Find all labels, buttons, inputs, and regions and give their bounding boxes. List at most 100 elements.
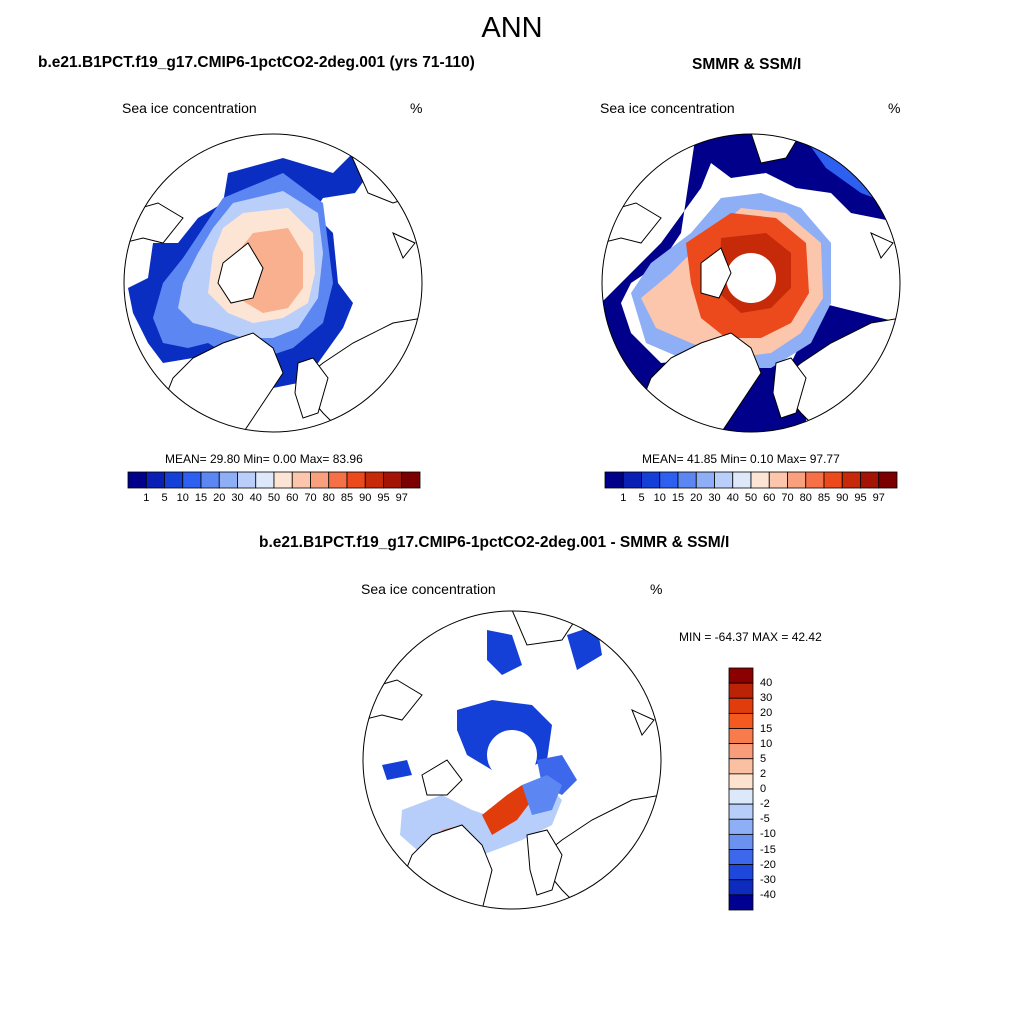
colorbar-tick-label: 50: [744, 492, 758, 504]
panel1-variable: Sea ice concentration: [122, 100, 257, 116]
colorbar-tick-label: 30: [231, 492, 244, 504]
colorbar-swatch: [383, 471, 403, 489]
colorbar-tick-label: -40: [760, 888, 776, 901]
colorbar-tick-label: 1: [143, 492, 150, 504]
colorbar-tick-label: -10: [760, 828, 776, 841]
panel2-colorbar-labels: 1 5 10 15 20 30 40 50 60 70 80 85 90 95 97: [605, 492, 897, 506]
colorbar-tick-label: 90: [359, 492, 372, 504]
colorbar-swatch: [182, 471, 202, 489]
colorbar-tick-label: 30: [708, 492, 721, 504]
colorbar-tick-label: 20: [760, 707, 773, 720]
colorbar-swatch: [401, 471, 421, 489]
colorbar-swatch: [659, 471, 679, 489]
panel1-units: %: [410, 100, 423, 116]
colorbar-tick-label: 30: [760, 692, 773, 705]
colorbar-swatch: [677, 471, 697, 489]
colorbar-swatch: [768, 471, 788, 489]
colorbar-swatch: [805, 471, 825, 489]
colorbar-tick-label: 10: [653, 492, 666, 504]
colorbar-tick-label: 0: [760, 783, 767, 795]
panel2-variable: Sea ice concentration: [600, 100, 735, 116]
colorbar-tick-label: 60: [763, 492, 776, 504]
colorbar-swatch: [728, 849, 754, 866]
colorbar-tick-label: 40: [249, 492, 262, 504]
colorbar-swatch: [364, 471, 384, 489]
colorbar-tick-label: 95: [377, 492, 390, 504]
colorbar-swatch: [860, 471, 880, 489]
colorbar-tick-label: 20: [213, 492, 226, 504]
colorbar-tick-label: 15: [671, 492, 685, 504]
panel1-title: b.e21.B1PCT.f19_g17.CMIP6-1pctCO2-2deg.0…: [38, 54, 475, 71]
panel2-title: SMMR & SSM/I: [692, 56, 802, 73]
colorbar-swatch: [728, 803, 754, 820]
colorbar-swatch: [728, 864, 754, 881]
panel1-stats: MEAN= 29.80 Min= 0.00 Max= 83.96: [165, 452, 363, 466]
colorbar-tick-label: -15: [760, 843, 776, 856]
colorbar-swatch: [273, 471, 293, 489]
colorbar-tick-label: -5: [760, 813, 770, 826]
colorbar-tick-label: 2: [760, 767, 767, 780]
figure-title: ANN: [481, 12, 543, 44]
colorbar-swatch: [728, 833, 754, 850]
colorbar-tick-label: 20: [690, 492, 703, 504]
colorbar-swatch: [728, 697, 754, 714]
colorbar-swatch: [728, 788, 754, 805]
colorbar-tick-label: 50: [267, 492, 281, 504]
colorbar-tick-label: -30: [760, 873, 776, 886]
panel3-stats: MIN = -64.37 MAX = 42.42: [679, 630, 822, 644]
panel1-map: [123, 133, 423, 433]
panel2-units: %: [888, 100, 901, 116]
colorbar-swatch: [728, 879, 754, 896]
colorbar-tick-label: 15: [760, 722, 773, 735]
colorbar-swatch: [218, 471, 238, 489]
colorbar-tick-label: 97: [872, 492, 885, 504]
panel2-stats: MEAN= 41.85 Min= 0.10 Max= 97.77: [642, 452, 840, 466]
colorbar-tick-label: 5: [638, 492, 645, 504]
colorbar-swatch: [328, 471, 348, 489]
colorbar-tick-label: 40: [726, 492, 739, 504]
colorbar-tick-label: 95: [854, 492, 867, 504]
colorbar-swatch: [787, 471, 807, 489]
colorbar-swatch: [145, 471, 165, 489]
panel3-title: b.e21.B1PCT.f19_g17.CMIP6-1pctCO2-2deg.0…: [259, 534, 730, 551]
colorbar-swatch: [878, 471, 898, 489]
colorbar-swatch: [714, 471, 734, 489]
colorbar-tick-label: 5: [760, 752, 767, 765]
colorbar-swatch: [291, 471, 311, 489]
colorbar-swatch: [641, 471, 661, 489]
colorbar-tick-label: 10: [176, 492, 189, 504]
colorbar-swatch: [728, 773, 754, 790]
colorbar-tick-label: -2: [760, 798, 770, 811]
colorbar-swatch: [164, 471, 184, 489]
colorbar-tick-label: 15: [194, 492, 208, 504]
colorbar-tick-label: 1: [620, 492, 627, 504]
colorbar-swatch: [728, 682, 754, 699]
panel3-units: %: [650, 581, 663, 597]
colorbar-tick-label: 10: [760, 737, 773, 750]
colorbar-swatch: [200, 471, 220, 489]
colorbar-swatch: [732, 471, 752, 489]
colorbar-tick-label: 85: [817, 492, 831, 504]
panel1-colorbar-labels: 1 5 10 15 20 30 40 50 60 70 80 85 90 95 97: [128, 492, 420, 506]
colorbar-swatch: [728, 712, 754, 729]
colorbar-swatch: [728, 758, 754, 775]
colorbar-swatch: [750, 471, 770, 489]
colorbar-tick-label: 70: [781, 492, 794, 504]
colorbar-tick-label: 97: [395, 492, 408, 504]
colorbar-tick-label: -20: [760, 858, 776, 871]
colorbar-tick-label: 5: [161, 492, 168, 504]
colorbar-swatch: [841, 471, 861, 489]
panel3-colorbar-labels: 40 30 20 15 10 5 2 0 -2 -5 -10 -15 -20 -30 -40: [760, 668, 800, 910]
colorbar-swatch: [728, 728, 754, 745]
colorbar-tick-label: 70: [304, 492, 317, 504]
colorbar-swatch: [255, 471, 275, 489]
colorbar-swatch: [728, 818, 754, 835]
colorbar-swatch: [823, 471, 843, 489]
colorbar-swatch: [237, 471, 257, 489]
colorbar-tick-label: 60: [286, 492, 299, 504]
colorbar-swatch: [622, 471, 642, 489]
colorbar-swatch: [127, 471, 147, 489]
colorbar-swatch: [728, 667, 754, 684]
colorbar-tick-label: 90: [836, 492, 849, 504]
panel2-colorbar: [604, 471, 898, 489]
